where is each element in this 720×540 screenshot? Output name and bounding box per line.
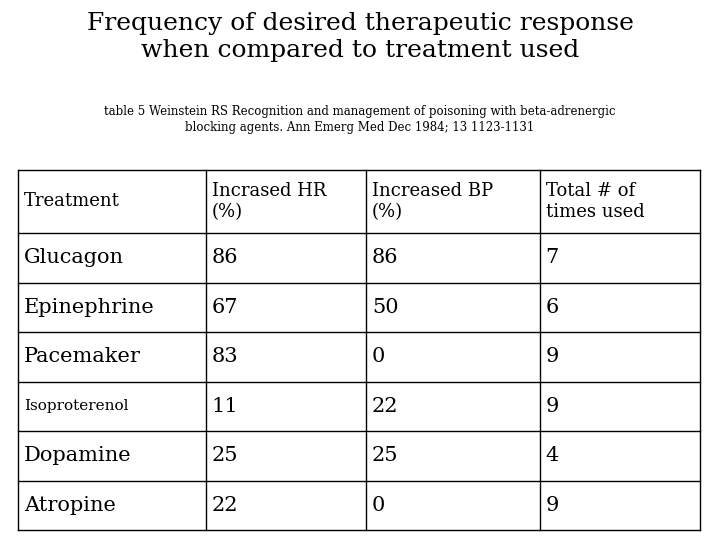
Text: Dopamine: Dopamine xyxy=(24,446,132,465)
Text: 9: 9 xyxy=(546,496,559,515)
Text: 9: 9 xyxy=(546,347,559,366)
Text: Increased BP
(%): Increased BP (%) xyxy=(372,182,493,221)
Text: Total # of
times used: Total # of times used xyxy=(546,182,644,221)
Text: Pacemaker: Pacemaker xyxy=(24,347,141,366)
Text: 86: 86 xyxy=(212,248,238,267)
Text: 67: 67 xyxy=(212,298,238,317)
Text: 0: 0 xyxy=(372,496,385,515)
Text: Atropine: Atropine xyxy=(24,496,116,515)
Text: Glucagon: Glucagon xyxy=(24,248,124,267)
Text: 25: 25 xyxy=(212,446,238,465)
Text: 4: 4 xyxy=(546,446,559,465)
Text: table 5 Weinstein RS Recognition and management of poisoning with beta-adrenergi: table 5 Weinstein RS Recognition and man… xyxy=(104,105,616,134)
Text: Frequency of desired therapeutic response
when compared to treatment used: Frequency of desired therapeutic respons… xyxy=(86,12,634,62)
Text: 22: 22 xyxy=(372,397,398,416)
Text: 25: 25 xyxy=(372,446,398,465)
Text: 22: 22 xyxy=(212,496,238,515)
Text: Isoproterenol: Isoproterenol xyxy=(24,399,128,413)
Text: 86: 86 xyxy=(372,248,398,267)
Text: 7: 7 xyxy=(546,248,559,267)
Text: 83: 83 xyxy=(212,347,238,366)
Text: 9: 9 xyxy=(546,397,559,416)
Text: Treatment: Treatment xyxy=(24,192,120,211)
Text: 0: 0 xyxy=(372,347,385,366)
Text: 50: 50 xyxy=(372,298,398,317)
Text: 11: 11 xyxy=(212,397,238,416)
Text: Incrased HR
(%): Incrased HR (%) xyxy=(212,182,326,221)
Text: 6: 6 xyxy=(546,298,559,317)
Text: Epinephrine: Epinephrine xyxy=(24,298,155,317)
